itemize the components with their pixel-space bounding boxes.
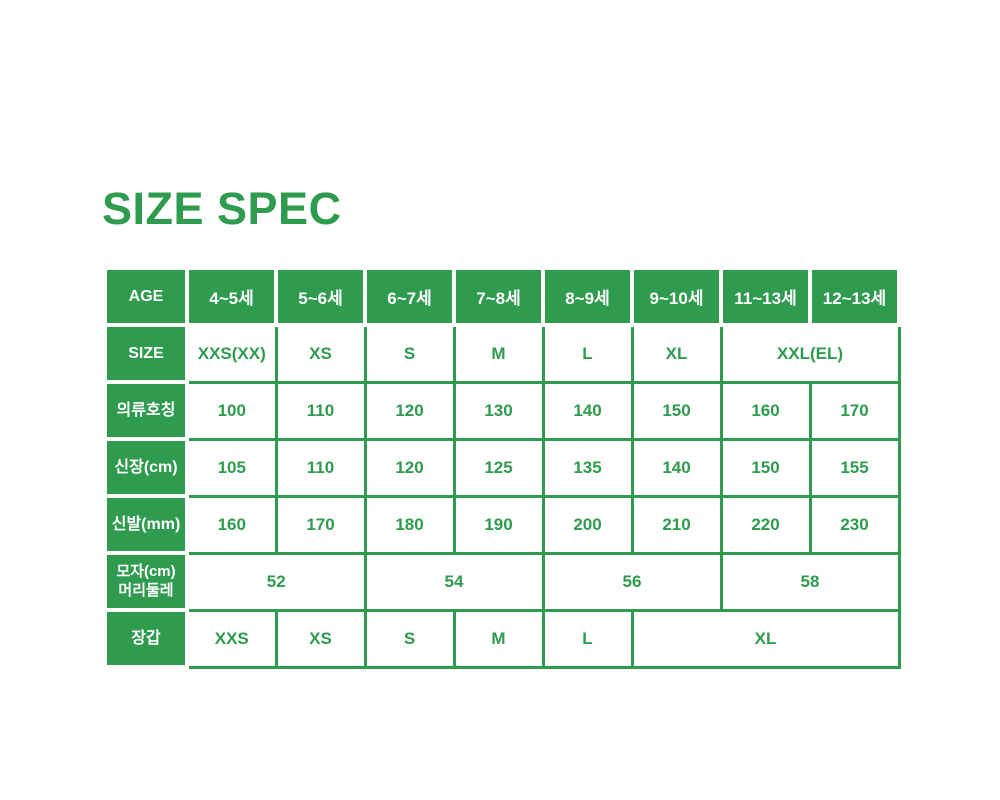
page-title: SIZE SPEC xyxy=(102,183,342,234)
table-row: SIZE XXS(XX) XS S M L XL XXL(EL) xyxy=(103,323,901,384)
size-value-cell: 100 xyxy=(185,380,278,441)
age-column-header: 7~8세 xyxy=(452,266,545,327)
size-value-cell: XXS(XX) xyxy=(185,323,278,384)
size-value-cell: L xyxy=(541,608,634,669)
size-value-cell: 58 xyxy=(719,551,901,612)
size-value-cell: 130 xyxy=(452,380,545,441)
size-value-cell: M xyxy=(452,608,545,669)
size-value-cell: 210 xyxy=(630,494,723,555)
size-value-cell: 120 xyxy=(363,437,456,498)
size-value-cell: 110 xyxy=(274,380,367,441)
size-value-cell: 190 xyxy=(452,494,545,555)
size-value-cell: XS xyxy=(274,608,367,669)
size-value-cell: 150 xyxy=(630,380,723,441)
size-value-cell: XXL(EL) xyxy=(719,323,901,384)
size-value-cell: 160 xyxy=(719,380,812,441)
age-column-header: 12~13세 xyxy=(808,266,901,327)
size-value-cell: 125 xyxy=(452,437,545,498)
age-column-header: 8~9세 xyxy=(541,266,634,327)
table-row: 의류호칭 100 110 120 130 140 150 160 170 xyxy=(103,380,901,441)
size-value-cell: 230 xyxy=(808,494,901,555)
size-value-cell: 54 xyxy=(363,551,545,612)
size-value-cell: 160 xyxy=(185,494,278,555)
size-value-cell: 105 xyxy=(185,437,278,498)
size-value-cell: 170 xyxy=(808,380,901,441)
table-row: 신발(mm) 160 170 180 190 200 210 220 230 xyxy=(103,494,901,555)
size-value-cell: XL xyxy=(630,323,723,384)
size-value-cell: XL xyxy=(630,608,901,669)
age-column-header: 4~5세 xyxy=(185,266,278,327)
table-row: 장갑 XXS XS S M L XL xyxy=(103,608,901,669)
row-label: 모자(cm) 머리둘레 xyxy=(103,551,189,612)
age-column-header: 5~6세 xyxy=(274,266,367,327)
size-value-cell: L xyxy=(541,323,634,384)
age-column-header: 6~7세 xyxy=(363,266,456,327)
table-row: 모자(cm) 머리둘레 52 54 56 58 xyxy=(103,551,901,612)
size-value-cell: 200 xyxy=(541,494,634,555)
size-value-cell: 110 xyxy=(274,437,367,498)
size-value-cell: 52 xyxy=(185,551,367,612)
row-label: 신발(mm) xyxy=(103,494,189,555)
size-spec-table: AGE 4~5세 5~6세 6~7세 7~8세 8~9세 9~10세 11~13세 12~13세… xyxy=(103,266,901,669)
age-corner-label: AGE xyxy=(103,266,189,327)
size-value-cell: 140 xyxy=(541,380,634,441)
size-value-cell: 56 xyxy=(541,551,723,612)
size-value-cell: 120 xyxy=(363,380,456,441)
size-value-cell: 150 xyxy=(719,437,812,498)
table-body: SIZE XXS(XX) XS S M L XL XXL(EL) 의류호칭 100 110 120 13… xyxy=(103,323,901,669)
size-value-cell: 220 xyxy=(719,494,812,555)
size-value-cell: XXS xyxy=(185,608,278,669)
size-value-cell: 180 xyxy=(363,494,456,555)
size-value-cell: 170 xyxy=(274,494,367,555)
size-value-cell: XS xyxy=(274,323,367,384)
row-label: SIZE xyxy=(103,323,189,384)
age-column-header: 11~13세 xyxy=(719,266,812,327)
table-row: 신장(cm) 105 110 120 125 135 140 150 155 xyxy=(103,437,901,498)
size-value-cell: S xyxy=(363,608,456,669)
size-value-cell: S xyxy=(363,323,456,384)
row-label: 장갑 xyxy=(103,608,189,669)
size-value-cell: 155 xyxy=(808,437,901,498)
row-label: 신장(cm) xyxy=(103,437,189,498)
size-value-cell: 135 xyxy=(541,437,634,498)
row-label: 의류호칭 xyxy=(103,380,189,441)
size-value-cell: 140 xyxy=(630,437,723,498)
age-column-header: 9~10세 xyxy=(630,266,723,327)
size-value-cell: M xyxy=(452,323,545,384)
age-header-row: AGE 4~5세 5~6세 6~7세 7~8세 8~9세 9~10세 11~13세 12~13세 xyxy=(103,266,901,327)
